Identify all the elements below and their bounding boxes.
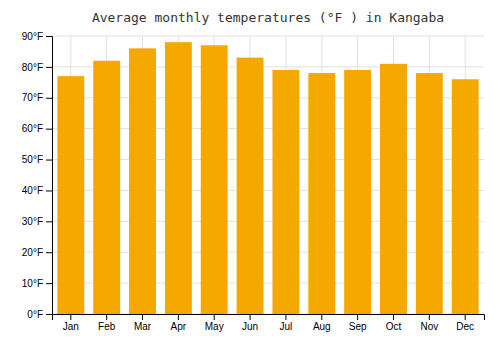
x-tick-mark	[285, 314, 286, 320]
x-tick-label: Oct	[386, 321, 402, 332]
y-tick: 50°F	[22, 154, 52, 165]
y-tick-mark	[46, 221, 52, 222]
y-tick-label: 40°F	[22, 185, 43, 196]
x-tick-mark	[357, 314, 358, 320]
x-tick: Nov	[420, 314, 438, 332]
x-tick: Dec	[456, 314, 474, 332]
x-tick-mark	[142, 314, 143, 320]
x-tick-mark	[321, 314, 322, 320]
y-tick: 30°F	[22, 216, 52, 227]
y-tick: 70°F	[22, 92, 52, 103]
x-tick-mark	[178, 314, 179, 320]
y-tick-label: 30°F	[22, 216, 43, 227]
axis-line	[46, 37, 53, 315]
x-tick-label: Feb	[98, 321, 116, 332]
y-tick-label: 90°F	[22, 31, 43, 42]
x-tick-mark	[250, 314, 251, 320]
y-tick: 10°F	[22, 278, 52, 289]
x-tick-mark	[70, 314, 71, 320]
x-tick-mark	[429, 314, 430, 320]
y-tick-label: 20°F	[22, 247, 43, 258]
y-tick: 60°F	[22, 123, 52, 134]
x-tick-label: Apr	[171, 321, 187, 332]
x-tick-label: Mar	[134, 321, 152, 332]
y-tick-label: 60°F	[22, 123, 43, 134]
x-tick: May	[205, 314, 224, 332]
y-tick-mark	[46, 283, 52, 284]
axis-line	[53, 315, 485, 321]
chart: 0°F 10°F 20°F 30°F 40°F 50°F 60°F 70°F 80°F 90°F J…	[0, 0, 500, 350]
y-tick: 0°F	[27, 309, 52, 320]
y-tick: 90°F	[22, 31, 52, 42]
x-tick: Aug	[313, 314, 331, 332]
title: Average monthly temperatures (°F ) in Ka…	[92, 10, 444, 25]
x-tick-mark	[214, 314, 215, 320]
y-tick: 40°F	[22, 185, 52, 196]
y-tick-label: 70°F	[22, 92, 43, 103]
bar	[308, 73, 335, 314]
x-tick-label: Jul	[280, 321, 293, 332]
bar	[272, 70, 299, 314]
x-tick-label: May	[205, 321, 224, 332]
y-axis: 0°F 10°F 20°F 30°F 40°F 50°F 60°F 70°F 80°F 90°F	[22, 31, 53, 320]
bar	[201, 45, 228, 314]
x-tick: Apr	[171, 314, 187, 332]
y-tick-label: 80°F	[22, 62, 43, 73]
bar	[129, 48, 156, 314]
x-tick-mark	[465, 314, 466, 320]
x-tick-label: Nov	[420, 321, 438, 332]
y-tick-mark	[46, 314, 52, 315]
x-tick-label: Aug	[313, 321, 331, 332]
x-tick: Sep	[349, 314, 367, 332]
x-tick-mark	[106, 314, 107, 320]
bar	[165, 42, 192, 314]
x-axis: Jan Feb Mar Apr May Jun Jul Aug Sep Oct Nov Dec	[53, 314, 485, 332]
y-tick-mark	[46, 67, 52, 68]
bar	[57, 76, 84, 314]
y-tick-label: 10°F	[22, 278, 43, 289]
bar	[237, 58, 264, 314]
bar	[344, 70, 371, 314]
x-tick: Feb	[98, 314, 116, 332]
x-tick: Mar	[134, 314, 152, 332]
x-tick-label: Jun	[242, 321, 258, 332]
bar	[93, 61, 120, 314]
y-tick-mark	[46, 160, 52, 161]
bar	[380, 64, 407, 314]
y-tick-mark	[46, 36, 52, 37]
y-grid-line	[52, 36, 484, 37]
x-tick-mark	[393, 314, 394, 320]
grid	[52, 36, 484, 314]
x-tick: Jan	[63, 314, 79, 332]
x-tick: Oct	[386, 314, 402, 332]
y-tick-label: 50°F	[22, 154, 43, 165]
bar	[416, 73, 443, 314]
plot: 0°F 10°F 20°F 30°F 40°F 50°F 60°F 70°F 80°F 90°F J…	[22, 31, 485, 332]
x-tick: Jun	[242, 314, 258, 332]
y-tick-mark	[46, 252, 52, 253]
x-tick-label: Jan	[63, 321, 79, 332]
x-tick: Jul	[280, 314, 293, 332]
x-tick-label: Sep	[349, 321, 367, 332]
y-tick-mark	[46, 98, 52, 99]
y-tick-mark	[46, 129, 52, 130]
y-tick: 20°F	[22, 247, 52, 258]
x-tick-label: Dec	[456, 321, 474, 332]
bar	[452, 79, 479, 314]
y-tick: 80°F	[22, 62, 52, 73]
y-tick-mark	[46, 190, 52, 191]
y-tick-label: 0°F	[27, 309, 43, 320]
bars	[57, 42, 478, 314]
